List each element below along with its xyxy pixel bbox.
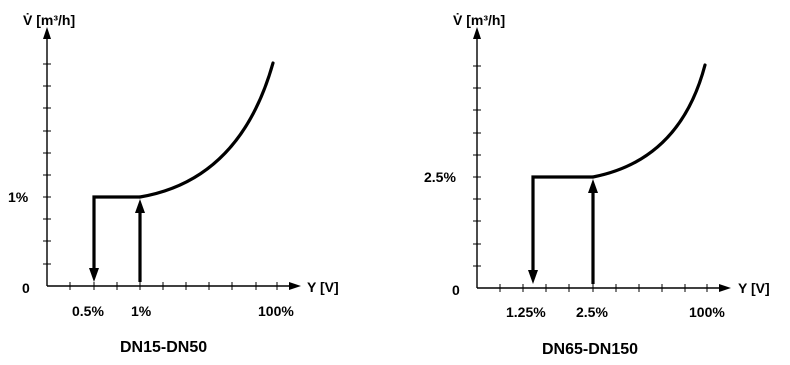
up-arrowhead xyxy=(588,179,598,193)
x-axis-arrowhead xyxy=(289,282,301,290)
panel-dn15-dn50: V̇ [m³/h] xyxy=(8,12,339,356)
down-arrowhead xyxy=(89,268,99,282)
origin-label: 0 xyxy=(22,280,30,296)
x-tick-label-1: 1% xyxy=(131,303,152,319)
down-arrowhead xyxy=(528,270,538,284)
x-axis-label: Y [V] xyxy=(307,279,339,295)
characteristic-curve xyxy=(140,63,273,197)
x-tick-label-1-25: 1.25% xyxy=(506,304,546,320)
characteristic-curve xyxy=(593,65,705,177)
panel-caption: DN65-DN150 xyxy=(542,341,638,358)
y-axis-arrowhead xyxy=(43,27,51,39)
panel-dn65-dn150: V̇ [m³/h] xyxy=(424,12,770,358)
x-tick-label-100: 100% xyxy=(689,304,725,320)
hysteresis-step-line xyxy=(94,197,140,270)
x-tick-label-100: 100% xyxy=(258,303,294,319)
up-arrowhead xyxy=(135,199,145,213)
x-axis-arrowhead xyxy=(719,284,731,292)
x-tick-label-0-5: 0.5% xyxy=(72,303,104,319)
origin-label: 0 xyxy=(452,282,460,298)
panel-caption: DN15-DN50 xyxy=(120,339,207,356)
y-level-label: 2.5% xyxy=(424,169,456,185)
x-axis-label: Y [V] xyxy=(738,280,770,296)
hysteresis-step-line xyxy=(533,177,593,272)
y-level-label: 1% xyxy=(8,189,29,205)
y-axis-label: V̇ [m³/h] xyxy=(23,12,75,28)
y-axis-arrowhead xyxy=(473,27,481,39)
x-tick-label-2-5: 2.5% xyxy=(576,304,608,320)
y-axis-label: V̇ [m³/h] xyxy=(453,12,505,28)
